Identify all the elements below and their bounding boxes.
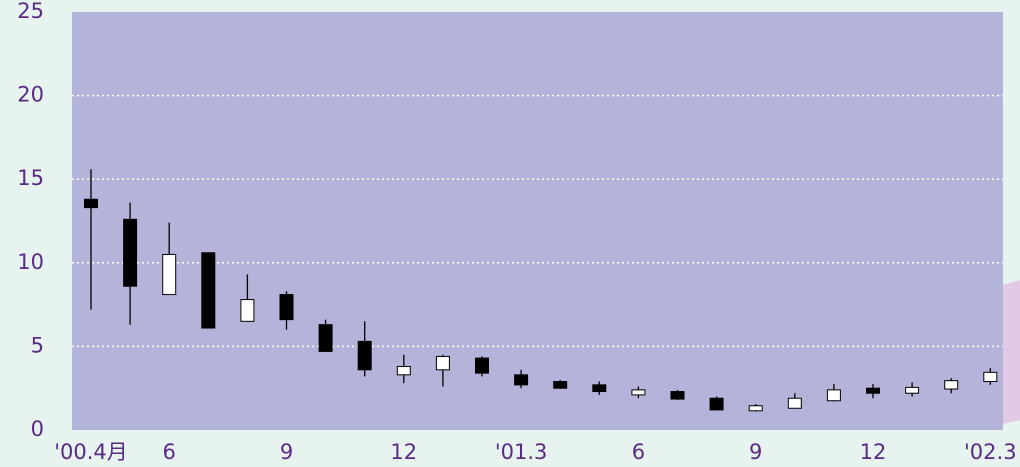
candle-body [709, 397, 724, 411]
candle-body [553, 381, 568, 389]
candle-body [162, 253, 177, 296]
decoration [1003, 280, 1020, 424]
candle-body [357, 340, 372, 371]
candle-body [826, 389, 841, 402]
candle-body [514, 374, 529, 386]
candle-body [435, 355, 450, 371]
candle-body [944, 380, 959, 390]
candle-body [240, 299, 255, 322]
x-tick-label: '00.4月 [54, 440, 128, 464]
candle-body [475, 357, 489, 374]
candle-body [670, 391, 685, 400]
y-tick-label: 15 [17, 166, 44, 190]
candle-body [279, 294, 294, 321]
x-tick-label: 9 [280, 440, 293, 464]
x-tick-label: 6 [632, 440, 645, 464]
candle-body [318, 324, 333, 352]
candle-body [201, 252, 216, 329]
candle-body [983, 371, 998, 383]
x-tick-label: 12 [860, 440, 887, 464]
y-tick-label: 10 [17, 250, 44, 274]
x-tick-label: 9 [749, 440, 762, 464]
candle-body [84, 198, 98, 209]
y-tick-label: 5 [31, 333, 44, 357]
y-tick-label: 20 [17, 83, 44, 107]
x-tick-label: 12 [390, 440, 417, 464]
y-tick-label: 25 [17, 0, 44, 23]
candle-body [787, 397, 802, 409]
x-tick-label: 6 [163, 440, 176, 464]
candle-body [866, 387, 880, 394]
y-tick-label: 0 [31, 417, 44, 441]
x-tick-label: '02.3 [964, 440, 1017, 464]
candle-body [905, 386, 920, 394]
candle-body [748, 405, 763, 412]
plot-area [72, 12, 1003, 430]
candle-body [631, 389, 646, 396]
candle-body [396, 365, 411, 376]
candle-body [123, 218, 138, 287]
x-tick-label: '01.3 [495, 440, 548, 464]
candle-body [592, 384, 607, 393]
